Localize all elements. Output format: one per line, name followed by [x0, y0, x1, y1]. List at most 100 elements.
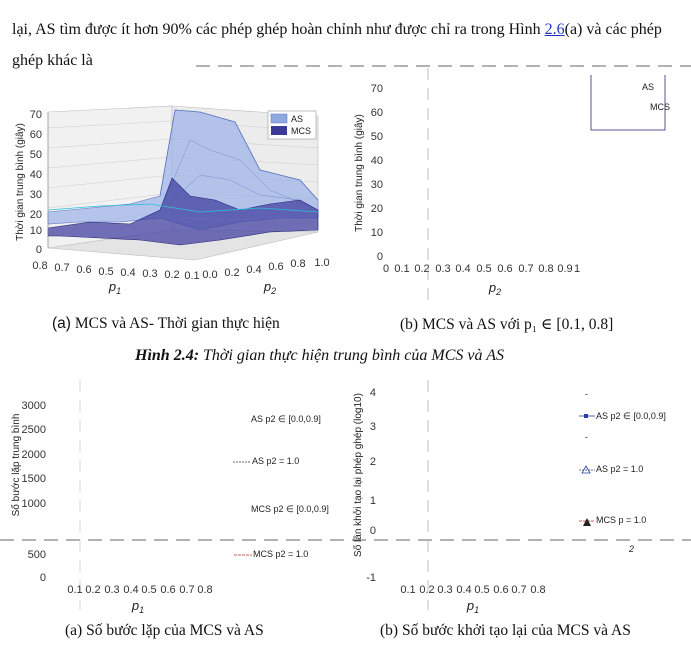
- chart-line-p2: 70 60 50 40 30 20 10 0 Thời gian trung b…: [354, 75, 670, 297]
- chart-restarts: 4 3 2 1 0 -1 Số lần khởi tạo lại phép gh…: [352, 387, 666, 615]
- legend-swatch-mcs: [271, 126, 287, 135]
- tick: 3: [370, 421, 376, 433]
- tick: 10: [371, 227, 383, 239]
- tick: 0.8: [32, 260, 47, 272]
- legend-entry-4: MCS p2 = 1.0: [253, 549, 308, 559]
- figure-title: Hình 2.4: Thời gian thực hiện trung bình…: [135, 347, 504, 365]
- tick: 20: [371, 203, 383, 215]
- tick: 0.2: [164, 269, 179, 281]
- tick: 0.8: [197, 584, 212, 596]
- tick: 500: [28, 549, 46, 561]
- figure-title-text: Thời gian thực hiện trung bình của MCS v…: [203, 347, 504, 364]
- svg-text:2: 2: [628, 544, 634, 554]
- legend-label-as: AS: [642, 82, 654, 92]
- tick: -1: [366, 572, 376, 584]
- y-ticks-b: 70 60 50 40 30 20 10 0: [371, 83, 383, 263]
- tick: 0.9: [557, 263, 572, 275]
- y-axis-label: Thời gian trung bình (giây): [15, 123, 26, 241]
- paragraph-text-before: lại, AS tìm được ít hơn 90% các phép ghé…: [12, 21, 545, 38]
- x-ticks-b: 0 0.1 0.2 0.3 0.4 0.5 0.6 0.7 0.8 0.9 1: [383, 263, 580, 275]
- legend-swatch-as: [270, 113, 288, 124]
- x-ticks-d: 0.1 0.2 0.3 0.4 0.5 0.6 0.7 0.8: [400, 584, 545, 596]
- tick: 0.2: [419, 584, 434, 596]
- tick: 0: [383, 263, 389, 275]
- tick: 0.7: [54, 262, 69, 274]
- tick: 1.0: [314, 257, 329, 269]
- chart-iterations: 3000 2500 2000 1500 1000 500 0 Số bước l…: [10, 400, 329, 615]
- tick: 1: [574, 263, 580, 275]
- y-ticks-a: 70 60 50 40 30 20 10 0: [30, 109, 42, 256]
- legend-label-as: AS: [291, 114, 303, 124]
- tick: 10: [30, 225, 42, 237]
- tick: 1: [370, 495, 376, 507]
- svg-text:-: -: [585, 432, 588, 442]
- tick: 70: [371, 83, 383, 95]
- legend-entry-1: AS p2 ∈ [0.0,0.9]: [596, 411, 666, 421]
- paragraph-text-after: (a) và các phép ghép khác là: [12, 21, 662, 69]
- tick: 40: [30, 169, 42, 181]
- y-ticks-c: 3000 2500 2000 1500 1000 500 0: [22, 400, 46, 584]
- tick: 0.4: [246, 264, 261, 276]
- tick: 0.4: [456, 584, 471, 596]
- tick: 2500: [22, 424, 46, 436]
- tick: 0.7: [518, 263, 533, 275]
- legend-d: - AS p2 ∈ [0.0,0.9] - AS p2 = 1.0 MCS p …: [579, 389, 666, 554]
- tick: 2000: [22, 449, 46, 461]
- tick: 0.8: [530, 584, 545, 596]
- tick: 0.6: [493, 584, 508, 596]
- tick: 0.2: [85, 584, 100, 596]
- tick: 40: [371, 155, 383, 167]
- caption-a-bottom: (a) Số bước lặp của MCS và AS: [65, 622, 264, 639]
- legend-entry-2: AS p2 = 1.0: [596, 464, 643, 474]
- legend-entry-3: MCS p2 ∈ [0.0,0.9]: [251, 504, 329, 514]
- tick: 0.3: [437, 584, 452, 596]
- tick: 0.1: [400, 584, 415, 596]
- tick: 0.1: [67, 584, 82, 596]
- legend-box-b: [590, 75, 666, 131]
- tick: 0.4: [123, 584, 138, 596]
- overlap-line: [47, 203, 319, 213]
- as-surface: [47, 109, 319, 231]
- legend-entry-1: AS p2 ∈ [0.0,0.9]: [251, 414, 321, 424]
- figure-link[interactable]: 2.6: [544, 21, 565, 38]
- tick: 0.5: [141, 584, 156, 596]
- tick: 30: [371, 179, 383, 191]
- legend-a: AS MCS: [267, 110, 317, 140]
- chart-3d-surface: 70 60 50 40 30 20 10 0 Thời gian trung b…: [15, 105, 330, 296]
- tick: 0.8: [290, 258, 305, 270]
- tick: 70: [30, 109, 42, 121]
- tick: 3000: [22, 400, 46, 412]
- tick: 0.1: [184, 270, 199, 282]
- tick: 20: [30, 209, 42, 221]
- tick: 1500: [22, 473, 46, 485]
- tick: 0.3: [435, 263, 450, 275]
- y-axis-label: Thời gian trung bình (giây): [354, 114, 365, 232]
- tick: 2: [370, 456, 376, 468]
- p1-ticks: 0.8 0.7 0.6 0.5 0.4 0.3 0.2 0.1: [32, 260, 199, 282]
- tick: 0.2: [224, 267, 239, 279]
- caption-b-bottom: (b) Số bước khởi tạo lại của MCS và AS: [380, 622, 631, 639]
- tick: 0: [377, 251, 383, 263]
- tick: 4: [370, 387, 376, 399]
- tick: 0.2: [414, 263, 429, 275]
- tick: 0.4: [120, 267, 135, 279]
- tick: 0.7: [511, 584, 526, 596]
- caption-a-text: MCS và AS- Thời gian thực hiện: [74, 315, 280, 332]
- tick: 0.6: [497, 263, 512, 275]
- tick: 0.4: [455, 263, 470, 275]
- y-axis-label: Số bước lặp trung bình: [10, 414, 22, 517]
- tick: 0.6: [268, 261, 283, 273]
- caption-a-prefix: (a): [52, 315, 71, 332]
- tick: 0: [36, 244, 42, 256]
- tick: 0.1: [394, 263, 409, 275]
- caption-b-top: (b) MCS và AS với p₁ ∈ [0.1, 0.8]: [400, 316, 614, 333]
- tick: 50: [371, 131, 383, 143]
- y-axis-label: Số lần khởi tạo lại phép ghép (log10): [352, 393, 364, 557]
- tick: 0.6: [76, 264, 91, 276]
- p2-ticks: 0.0 0.2 0.4 0.6 0.8 1.0: [202, 257, 329, 281]
- tick: 0.5: [474, 584, 489, 596]
- x-ticks-c: 0.1 0.2 0.3 0.4 0.5 0.6 0.7 0.8: [67, 584, 212, 596]
- tick: 0.8: [538, 263, 553, 275]
- x-axis-label: p1: [131, 598, 144, 615]
